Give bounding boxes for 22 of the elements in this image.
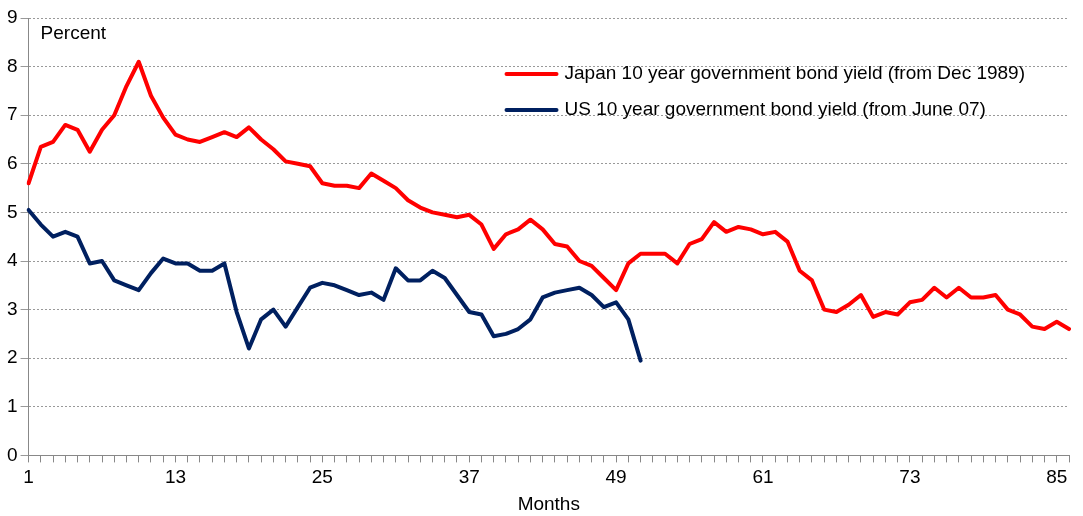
legend-label: US 10 year government bond yield (from June 07) — [564, 98, 986, 120]
x-tick-label: 25 — [311, 466, 333, 488]
y-tick-label: 6 — [6, 152, 18, 174]
x-tick-label: 13 — [164, 466, 187, 488]
x-tick-label: 49 — [605, 466, 627, 488]
x-axis-title: Months — [517, 492, 580, 514]
y-tick-label: 3 — [6, 297, 18, 319]
y-axis-title: Percent — [40, 21, 107, 43]
x-tick-label: 37 — [458, 466, 480, 488]
y-tick-label: 4 — [6, 249, 18, 271]
x-tick-label: 1 — [23, 466, 34, 488]
y-tick-label: 8 — [6, 54, 18, 76]
y-tick-label: 9 — [6, 6, 18, 28]
y-tick-label: 2 — [6, 346, 18, 368]
y-tick-label: 0 — [6, 443, 18, 465]
x-tick-label: 61 — [752, 466, 774, 488]
y-tick-label: 7 — [6, 103, 18, 125]
legend-label: Japan 10 year government bond yield (from Dec 1989) — [564, 62, 1025, 84]
y-tick-label: 1 — [6, 395, 18, 417]
x-tick-label: 85 — [1046, 466, 1068, 488]
y-tick-label: 5 — [6, 200, 18, 222]
x-tick-label: 73 — [899, 466, 921, 488]
